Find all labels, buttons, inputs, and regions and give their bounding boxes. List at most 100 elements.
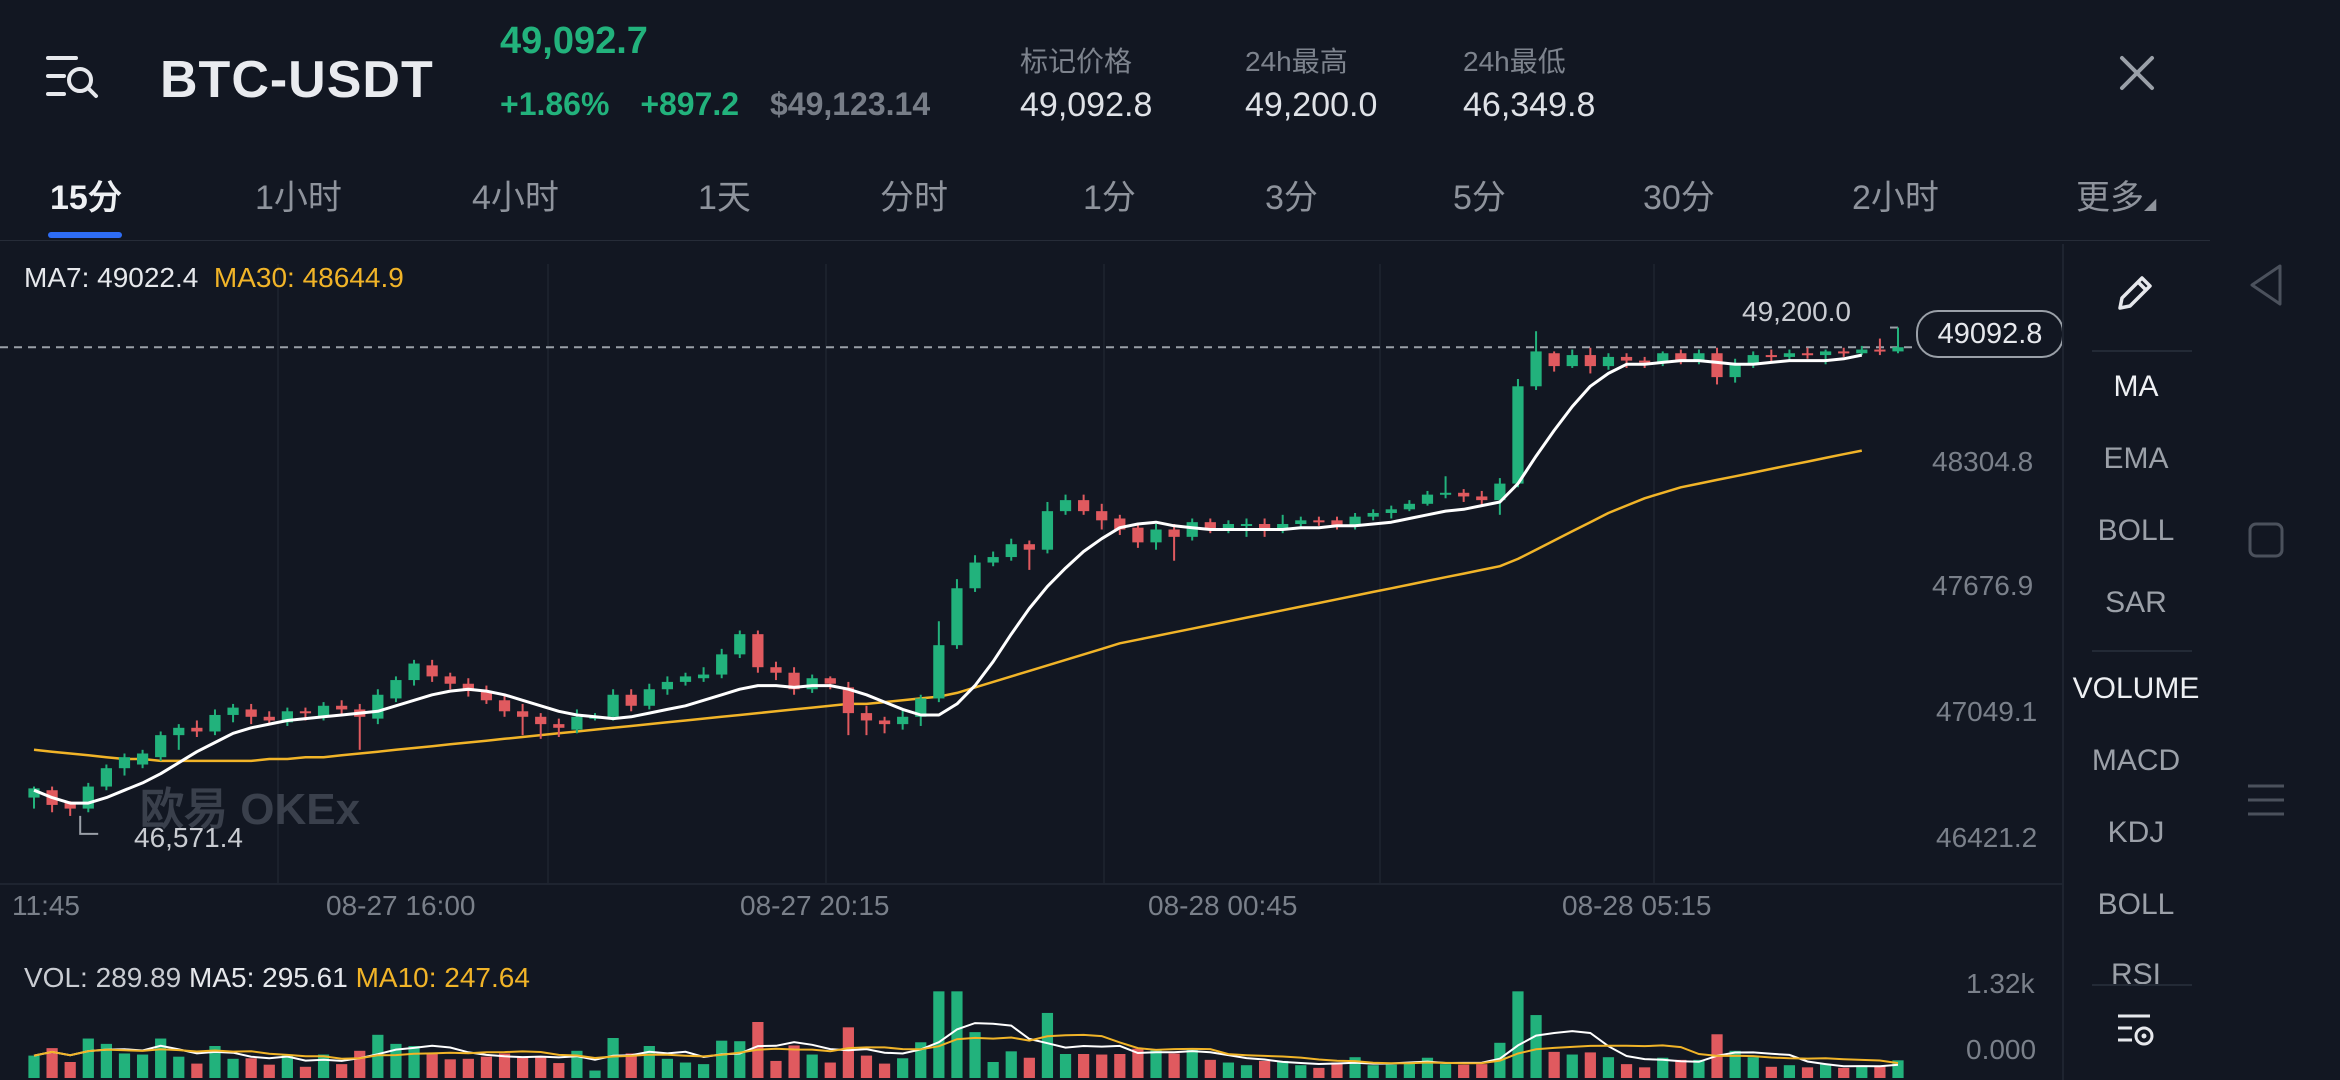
- pair-title[interactable]: BTC-USDT: [160, 51, 434, 109]
- candle-body: [1693, 353, 1705, 361]
- tab-5m[interactable]: 5分: [1453, 179, 1506, 217]
- tab-1m[interactable]: 1分: [1083, 179, 1136, 217]
- candle: [336, 700, 348, 715]
- candle: [1602, 353, 1615, 370]
- candle-body: [1132, 527, 1144, 543]
- volume-bar: [1584, 1052, 1596, 1078]
- volume-bar: [987, 1062, 999, 1078]
- candle-body: [1765, 355, 1777, 358]
- tab-30m[interactable]: 30分: [1643, 179, 1715, 217]
- vol-legend: VOL: 289.89: [24, 962, 182, 993]
- volume-legend: VOL: 289.89 MA5: 295.61 MA10: 247.64: [24, 962, 530, 994]
- indicator-boll[interactable]: BOLL: [2097, 514, 2175, 547]
- candle-body: [1675, 353, 1687, 361]
- candle-body: [317, 705, 330, 717]
- candle: [878, 716, 891, 734]
- system-back-button[interactable]: [2246, 262, 2288, 313]
- indicator-rsi[interactable]: RSI: [2110, 958, 2161, 984]
- price-chart[interactable]: 欧易 OKEx: [0, 244, 2062, 1080]
- indicator-kdj[interactable]: KDJ: [2107, 816, 2165, 849]
- candle: [625, 689, 637, 712]
- candle-body: [209, 714, 221, 732]
- volume-bar: [408, 1046, 420, 1078]
- candle-body: [553, 724, 565, 728]
- candle: [245, 703, 257, 725]
- candle-body: [372, 694, 384, 719]
- volume-bar: [1186, 1049, 1198, 1078]
- indicator-volume[interactable]: VOLUME: [2072, 672, 2200, 705]
- candle: [227, 703, 239, 723]
- candle-body: [1023, 544, 1035, 550]
- candle-body: [987, 557, 999, 563]
- volume-bar: [1277, 1060, 1289, 1078]
- candle: [788, 667, 800, 695]
- menu-search-button[interactable]: [46, 50, 100, 104]
- system-recents-button[interactable]: [2246, 780, 2286, 825]
- indicator-separator: [2092, 984, 2192, 986]
- candle-body: [860, 713, 873, 721]
- volume-bar: [1114, 1054, 1126, 1078]
- candle: [1476, 490, 1488, 506]
- candle-body: [118, 757, 131, 769]
- indicator-ma[interactable]: MA: [2113, 370, 2159, 403]
- change-row: +1.86% +897.2 $49,123.14: [500, 86, 952, 123]
- active-tab-indicator: [48, 232, 122, 238]
- tab-1h[interactable]: 1小时: [255, 179, 342, 217]
- draw-tool-button[interactable]: [2112, 270, 2158, 321]
- candle-body: [281, 711, 293, 723]
- candle: [1041, 501, 1054, 554]
- candle: [1403, 500, 1415, 512]
- candle: [1367, 509, 1379, 521]
- candle: [716, 648, 728, 679]
- recents-lines-icon: [2248, 784, 2284, 816]
- volume-bar: [1856, 1065, 1868, 1078]
- volume-bar: [390, 1043, 402, 1078]
- candle: [408, 659, 420, 686]
- volume-bar: [1729, 1050, 1741, 1078]
- tab-more[interactable]: 更多◢: [2076, 170, 2156, 219]
- candle-body: [716, 654, 728, 675]
- indicator-ema[interactable]: EMA: [2103, 442, 2169, 475]
- tab-2h[interactable]: 2小时: [1852, 179, 1939, 217]
- high-marker-label: 49,200.0: [1742, 296, 1851, 327]
- candle: [173, 724, 185, 750]
- candle-body: [1313, 520, 1325, 523]
- tab-4h[interactable]: 4小时: [472, 179, 559, 217]
- candle: [897, 709, 909, 730]
- candle-body: [1639, 360, 1651, 363]
- volume-bar: [1566, 1054, 1578, 1078]
- tab-15m[interactable]: 15分: [50, 179, 122, 217]
- tab-3m[interactable]: 3分: [1265, 179, 1318, 217]
- y-tick: 47676.9: [1932, 570, 2034, 601]
- candle: [1096, 503, 1108, 530]
- tab-timeline[interactable]: 分时: [880, 179, 948, 217]
- indicator-boll-sub[interactable]: BOLL: [2097, 888, 2175, 921]
- volume-bar: [227, 1058, 239, 1078]
- system-home-button[interactable]: [2246, 520, 2286, 565]
- candle: [209, 709, 221, 736]
- volume-bar: [1349, 1057, 1361, 1078]
- x-tick: 08-28 05:15: [1562, 890, 1712, 921]
- close-button[interactable]: [2112, 48, 2162, 98]
- candle-body: [1240, 524, 1253, 526]
- candle: [1258, 518, 1271, 537]
- candle-body: [408, 663, 420, 681]
- candle: [1729, 358, 1741, 383]
- candle: [498, 694, 511, 717]
- chart-settings-button[interactable]: [2116, 1010, 2156, 1055]
- tab-1d[interactable]: 1天: [698, 179, 751, 217]
- indicator-sar[interactable]: SAR: [2105, 586, 2167, 619]
- candle: [155, 731, 167, 761]
- candle: [770, 661, 782, 681]
- indicator-macd[interactable]: MACD: [2091, 744, 2181, 777]
- candle-body: [625, 694, 637, 706]
- candle: [444, 672, 456, 690]
- candle-body: [263, 716, 275, 721]
- volume-bar: [897, 1058, 909, 1078]
- volume-bar: [299, 1066, 312, 1078]
- volume-bar: [136, 1054, 149, 1078]
- candle: [1078, 494, 1090, 515]
- volume-bar: [209, 1046, 221, 1078]
- candle: [1385, 505, 1397, 519]
- volume-bar: [1059, 1054, 1072, 1078]
